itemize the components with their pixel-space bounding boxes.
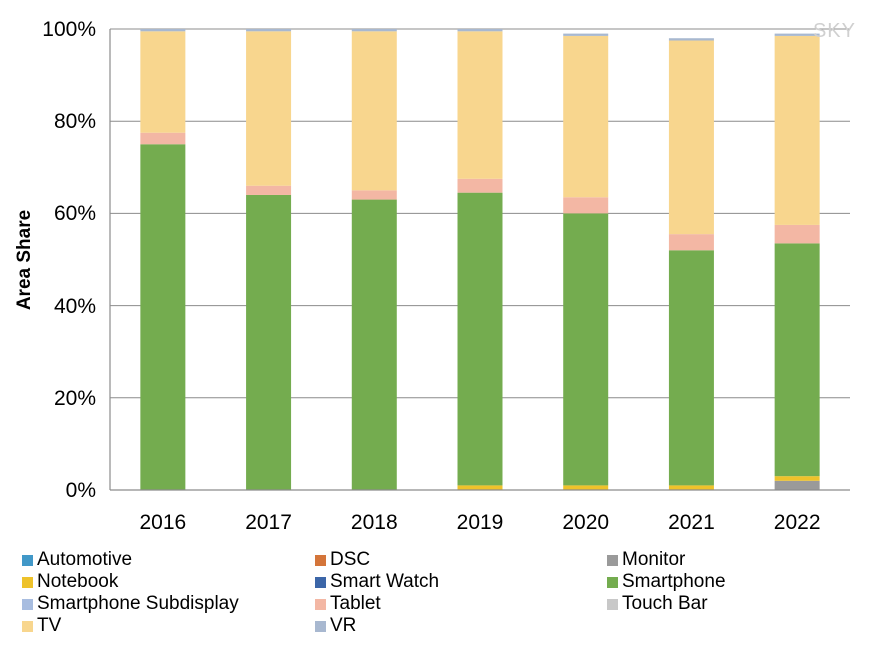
- bar-stack-2017: [246, 29, 292, 490]
- legend-item-notebook: Notebook: [22, 571, 118, 593]
- bar-segment-tv: [140, 31, 186, 133]
- bar-segment-monitor: [774, 480, 820, 490]
- bar-segment-tablet: [140, 132, 186, 145]
- bar-segment-tv: [774, 35, 820, 225]
- legend-swatch: [22, 598, 33, 610]
- y-tick-label: 100%: [42, 18, 96, 41]
- legend-item-smartphone: Smartphone: [607, 571, 726, 593]
- bar-segment-tv: [668, 40, 714, 235]
- y-axis-ticks: 0% 20% 40% 60% 80% 100%: [42, 18, 96, 502]
- x-tick-label: 2021: [668, 511, 715, 534]
- bar-segment-tablet: [774, 224, 820, 244]
- legend-item-touch-bar: Touch Bar: [607, 593, 708, 615]
- bar-segment-smartphone: [668, 250, 714, 486]
- legend-label: Smartphone Subdisplay: [37, 593, 239, 614]
- bar-segment-tablet: [246, 185, 292, 195]
- legend-swatch: [22, 576, 33, 588]
- bar-segment-smartphone: [140, 144, 186, 490]
- legend-label: Touch Bar: [622, 593, 708, 614]
- x-tick-label: 2022: [774, 511, 821, 534]
- x-tick-label: 2017: [245, 511, 292, 534]
- bar-segment-smartphone: [563, 213, 609, 486]
- legend-item-vr: VR: [315, 615, 356, 637]
- bar-segment-tablet: [668, 234, 714, 251]
- bar-segment-tv: [457, 31, 503, 179]
- bar-segment-tv: [246, 31, 292, 186]
- x-axis-labels: 2016 2017 2018 2019 2020 2021 2022: [139, 511, 820, 534]
- bar-segment-smartphone: [351, 199, 397, 490]
- legend-item-monitor: Monitor: [607, 549, 685, 571]
- bar-segment-notebook: [457, 485, 503, 490]
- legend-swatch: [22, 554, 33, 566]
- legend-item-dsc: DSC: [315, 549, 370, 571]
- bar-segment-tablet: [563, 197, 609, 214]
- bar-segment-notebook: [668, 485, 714, 490]
- y-axis-title: Area Share: [14, 210, 35, 310]
- bar-segment-tablet: [457, 178, 503, 193]
- x-tick-label: 2016: [139, 511, 186, 534]
- legend-swatch: [315, 576, 326, 588]
- bar-segment-vr: [774, 33, 820, 36]
- watermark: SKY: [813, 20, 856, 42]
- legend-swatch: [607, 576, 618, 588]
- y-tick-label: 40%: [54, 295, 96, 318]
- bar-segment-vr: [246, 29, 292, 32]
- bar-stack-2018: [351, 29, 397, 490]
- bar-segment-tablet: [351, 190, 397, 200]
- legend-label: Monitor: [622, 549, 686, 570]
- bar-segment-smartphone: [246, 194, 292, 490]
- bar-segment-vr: [140, 29, 186, 32]
- legend-label: Tablet: [330, 593, 381, 614]
- legend-item-tablet: Tablet: [315, 593, 381, 615]
- bar-stack-2016: [140, 29, 186, 490]
- x-tick-label: 2019: [457, 511, 504, 534]
- bar-stack-2021: [668, 38, 714, 490]
- y-tick-label: 60%: [54, 202, 96, 225]
- legend-swatch: [315, 554, 326, 566]
- bar-stack-2022: [774, 33, 820, 490]
- legend-swatch: [607, 598, 618, 610]
- x-tick-label: 2020: [562, 511, 609, 534]
- bar-segment-notebook: [774, 476, 820, 481]
- bar-segment-vr: [351, 29, 397, 32]
- legend-swatch: [22, 620, 33, 632]
- bar-segment-vr: [457, 29, 503, 32]
- legend-swatch: [315, 620, 326, 632]
- bars: [140, 29, 820, 490]
- legend-item-smartphone-subdisplay: Smartphone Subdisplay: [22, 593, 239, 615]
- bar-stack-2020: [563, 33, 609, 490]
- legend-label: Smartphone: [622, 571, 726, 592]
- legend-label: TV: [37, 615, 62, 636]
- bar-segment-smartphone: [774, 243, 820, 477]
- y-tick-label: 20%: [54, 387, 96, 410]
- y-tick-label: 80%: [54, 110, 96, 133]
- legend-label: Notebook: [37, 571, 119, 592]
- legend-label: VR: [330, 615, 357, 636]
- bar-segment-vr: [668, 38, 714, 41]
- x-tick-label: 2018: [351, 511, 398, 534]
- legend-item-smart-watch: Smart Watch: [315, 571, 439, 593]
- legend-label: Smart Watch: [330, 571, 440, 592]
- bar-segment-smartphone: [457, 192, 503, 486]
- bar-segment-tv: [563, 35, 609, 198]
- y-tick-label: 0%: [66, 479, 96, 502]
- bar-segment-vr: [563, 33, 609, 36]
- bar-segment-notebook: [563, 485, 609, 490]
- legend-label: Automotive: [37, 549, 133, 570]
- legend-label: DSC: [330, 549, 371, 570]
- legend-item-automotive: Automotive: [22, 549, 132, 571]
- legend-swatch: [607, 554, 618, 566]
- bar-stack-2019: [457, 29, 503, 490]
- bar-segment-tv: [351, 31, 397, 191]
- legend-item-tv: TV: [22, 615, 61, 637]
- legend-swatch: [315, 598, 326, 610]
